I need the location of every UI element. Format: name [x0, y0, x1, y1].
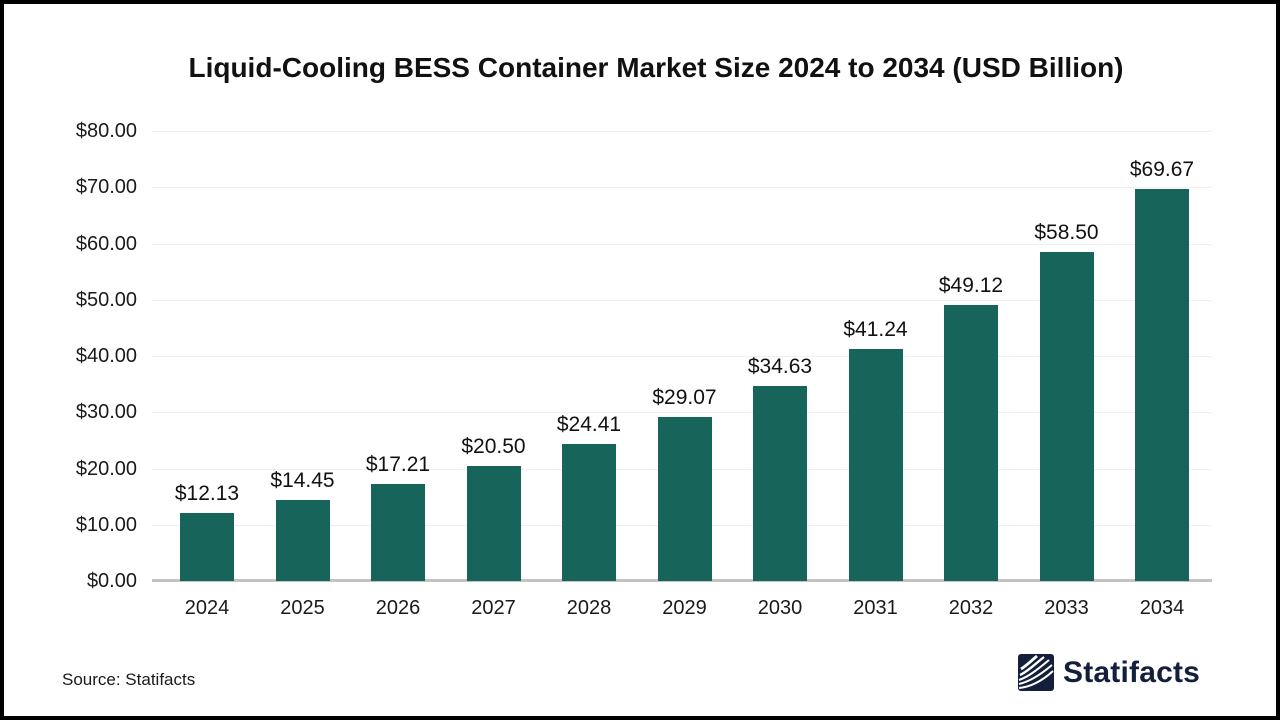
y-axis-tick-label: $50.00 — [75, 288, 137, 311]
x-axis-tick-label: 2026 — [375, 597, 421, 619]
bar-2033 — [1039, 251, 1094, 581]
y-axis-tick-label: $60.00 — [75, 232, 137, 255]
x-axis-tick-label: 2031 — [853, 597, 898, 619]
gridline — [152, 243, 1212, 245]
bar-value-label: $12.13 — [174, 481, 240, 505]
y-axis-tick-label: $20.00 — [75, 457, 137, 480]
bar-2032 — [944, 304, 998, 581]
chart-title: Liquid-Cooling BESS Container Market Siz… — [188, 52, 1124, 83]
gridline — [152, 356, 1212, 357]
bar-value-label: $49.12 — [938, 273, 1004, 297]
bar-2031 — [848, 349, 903, 581]
x-axis-tick-label: 2025 — [280, 597, 325, 619]
bar-value-label: $58.50 — [1034, 220, 1099, 244]
bar-value-label: $34.63 — [747, 355, 813, 379]
statifacts-waves-icon — [1018, 654, 1054, 691]
plot-area: $0.00 $10.00 $20.00 $30.00 $40.00 $50.00 $60.0… — [76, 120, 1212, 619]
gridline — [152, 187, 1212, 189]
bar-2028 — [562, 443, 616, 581]
bar-value-label: $41.24 — [843, 318, 908, 342]
x-axis-tick-label: 2027 — [471, 597, 516, 619]
x-axis-tick-label: 2029 — [662, 597, 707, 619]
y-axis-tick-label: $10.00 — [75, 513, 137, 536]
y-axis-tick-label: $80.00 — [75, 120, 137, 142]
bar-2029 — [657, 417, 712, 581]
bar-value-label: $20.50 — [461, 434, 526, 458]
statifacts-logo-text: Statifacts — [1063, 655, 1201, 689]
gridline — [152, 412, 1212, 414]
bar-value-label: $24.41 — [556, 412, 622, 436]
x-axis-tick-label: 2032 — [948, 597, 994, 619]
x-axis-tick-label: 2033 — [1044, 597, 1089, 619]
bar-value-label: $69.67 — [1129, 158, 1195, 182]
bar-value-label: $29.07 — [652, 386, 717, 410]
statifacts-logo: Statifacts — [1018, 654, 1200, 691]
x-axis-tick-label: 2028 — [566, 597, 612, 619]
bar-2030 — [753, 386, 807, 581]
y-axis-tick-label: $0.00 — [86, 570, 137, 592]
bar-value-label: $14.45 — [270, 468, 335, 492]
y-axis-tick-label: $40.00 — [75, 345, 137, 367]
x-axis-tick-label: 2030 — [757, 597, 803, 619]
y-axis-tick-label: $30.00 — [75, 401, 137, 424]
gridline — [152, 299, 1212, 301]
bar-2024 — [180, 512, 234, 581]
x-axis-tick-label: 2024 — [184, 597, 230, 619]
bar-2025 — [275, 499, 330, 581]
gridline — [152, 131, 1212, 132]
bar-value-label: $17.21 — [365, 453, 431, 477]
y-axis-tick-label: $70.00 — [75, 176, 137, 199]
source-text: Source: Statifacts — [62, 670, 196, 689]
bar-2027 — [466, 465, 521, 581]
bar-2026 — [371, 484, 425, 581]
x-axis-tick-label: 2034 — [1139, 597, 1185, 619]
bar-2034 — [1135, 189, 1189, 581]
